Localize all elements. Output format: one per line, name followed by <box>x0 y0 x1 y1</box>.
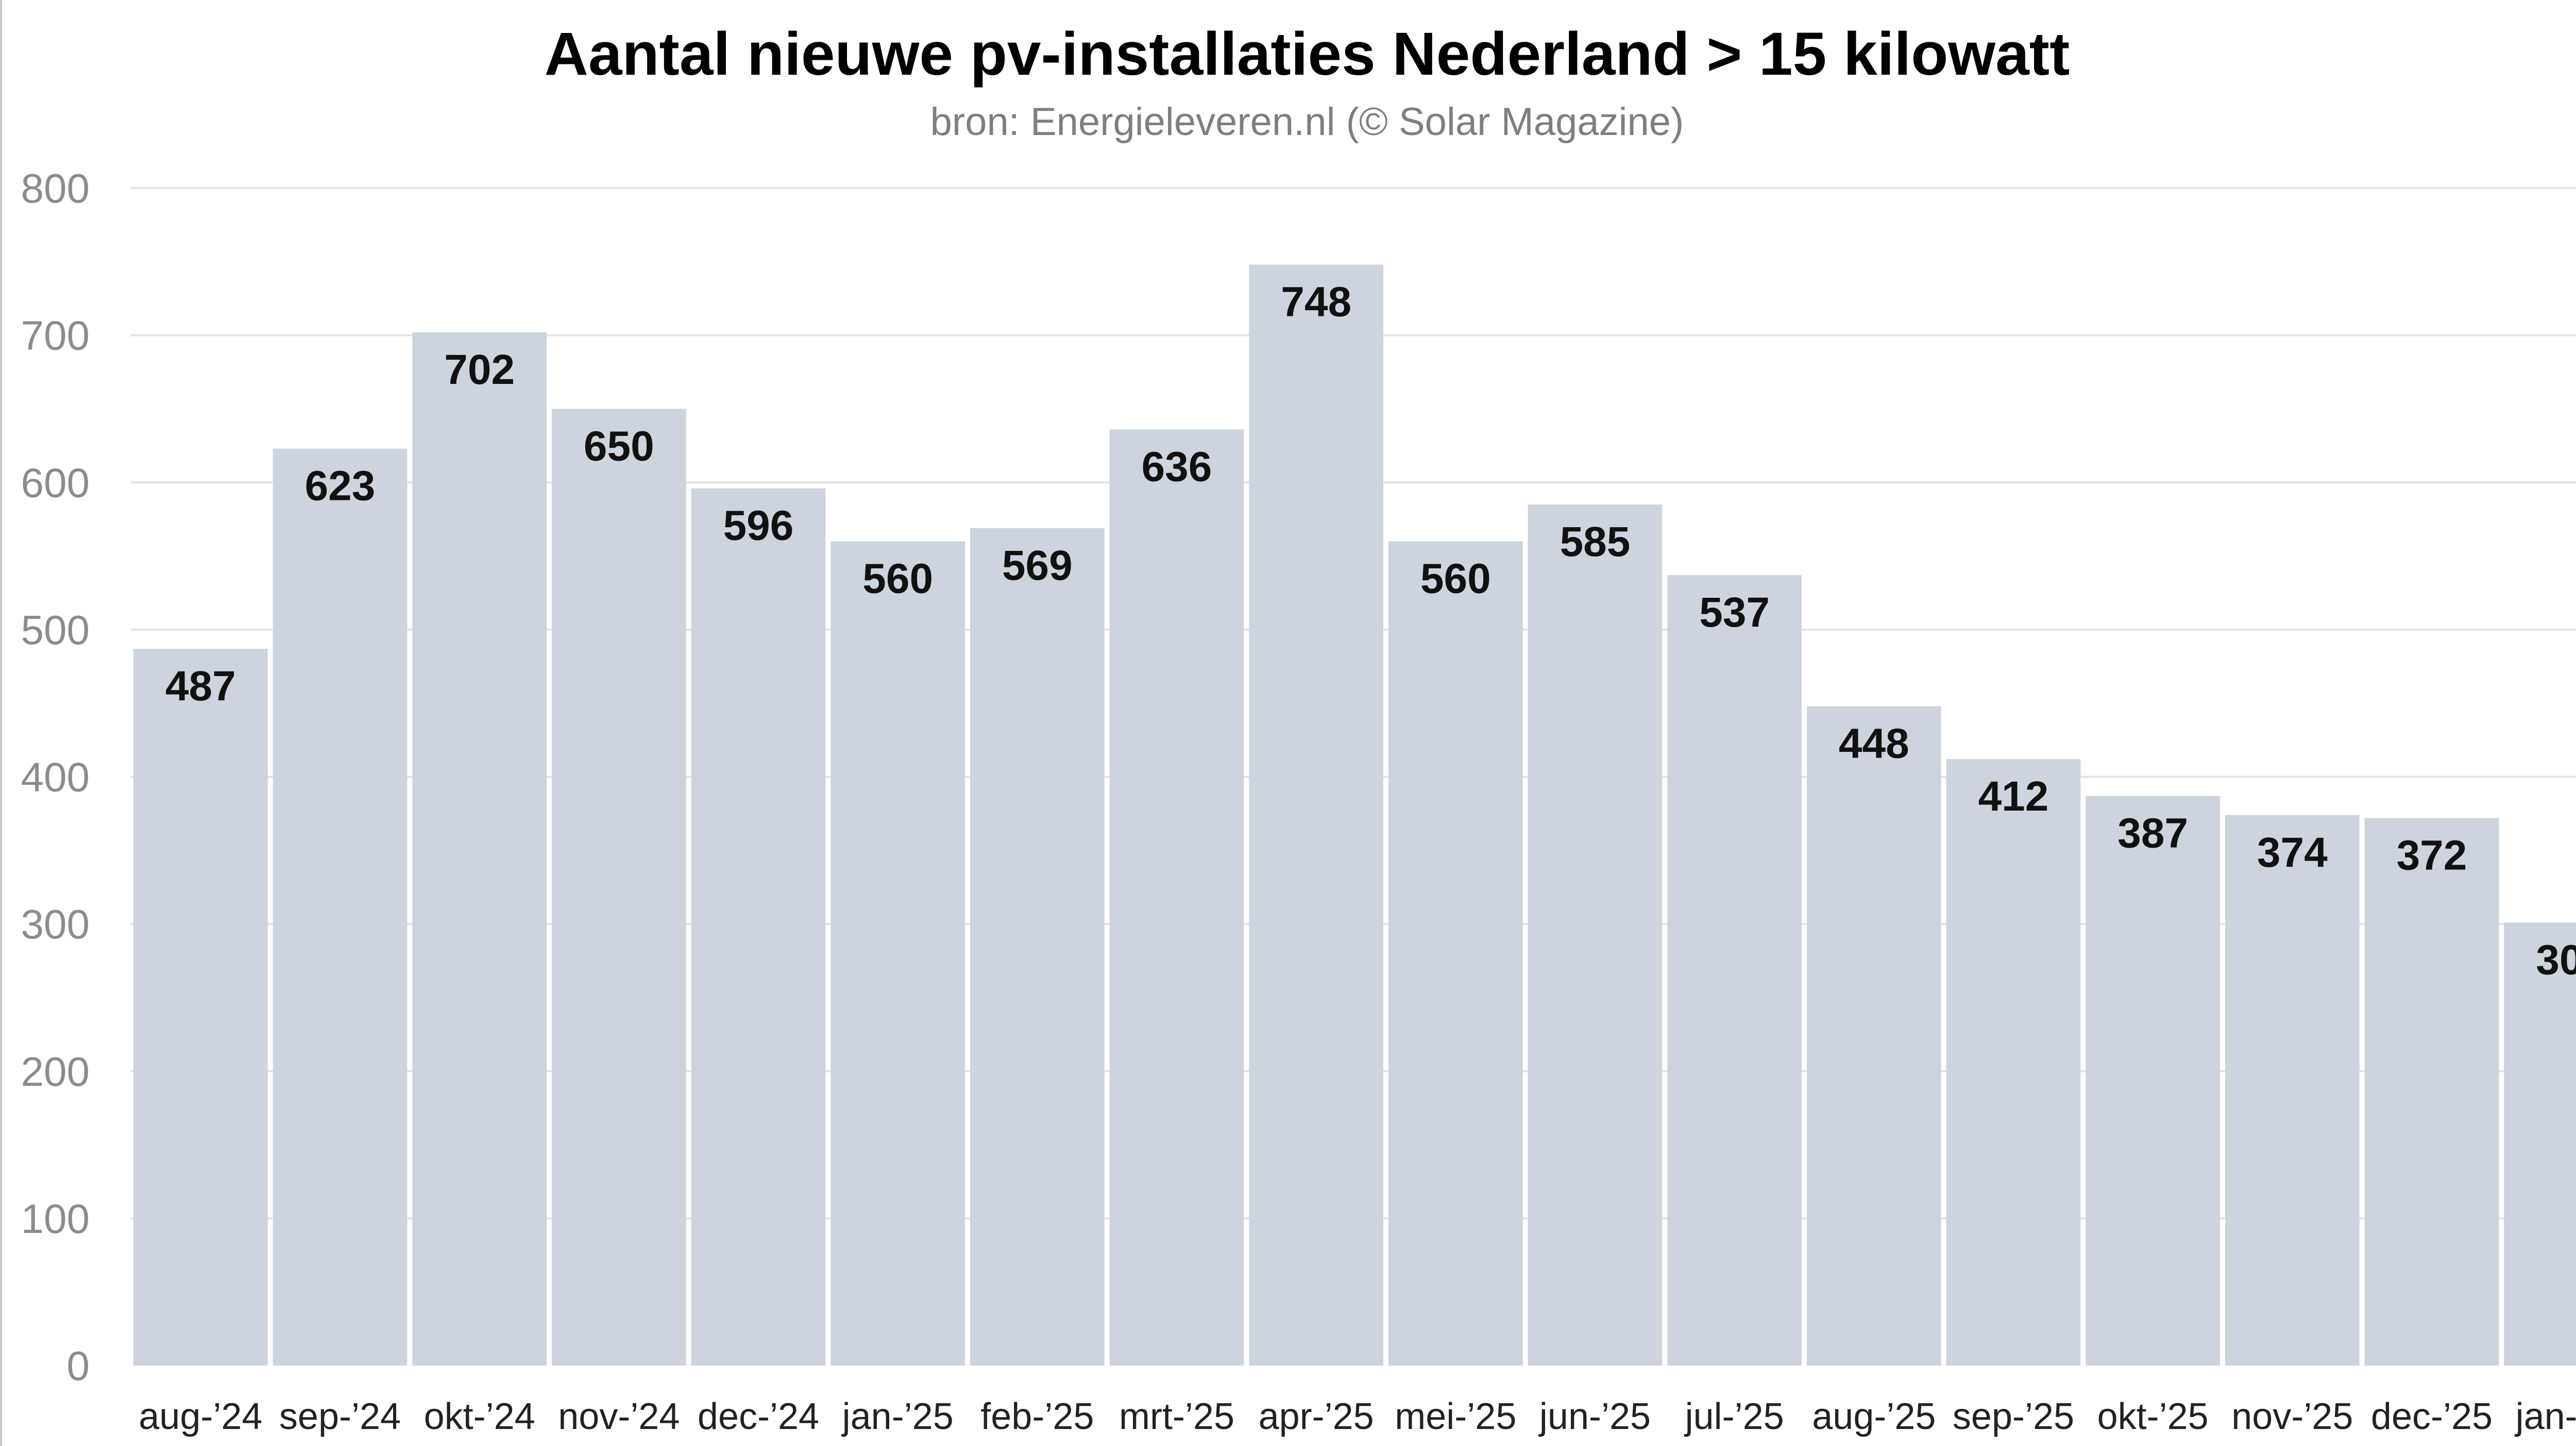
x-tick-label: jan-’26 <box>2515 1396 2576 1437</box>
y-tick-label: 800 <box>21 165 90 211</box>
bar <box>1388 541 1523 1366</box>
bar <box>412 332 547 1366</box>
bars <box>133 264 2576 1366</box>
bar-value-label: 448 <box>1839 720 1909 767</box>
x-axis-ticks: aug-’24 sep-’24 okt-’24 nov-’24 dec-’24 jan-’… <box>139 1396 2576 1437</box>
chart-title: Aantal nieuwe pv-installaties Nederland … <box>545 20 2070 88</box>
y-axis-ticks: 0 100 200 300 400 500 600 700 800 <box>21 165 90 1389</box>
x-tick-label: jun-’25 <box>1538 1396 1651 1437</box>
y-tick-label: 0 <box>67 1343 90 1389</box>
bar-value-label: 569 <box>1002 542 1073 589</box>
bar <box>1946 759 2081 1366</box>
y-tick-label: 100 <box>21 1196 90 1241</box>
bar <box>133 649 268 1366</box>
bar <box>691 488 826 1366</box>
bar <box>1528 505 1663 1366</box>
bar-value-label: 487 <box>165 663 236 710</box>
x-tick-label: mei-’25 <box>1395 1396 1516 1437</box>
x-tick-label: okt-’24 <box>424 1396 535 1437</box>
bar <box>2086 796 2220 1366</box>
y-tick-label: 700 <box>21 313 90 359</box>
bar-value-label: 636 <box>1142 443 1212 490</box>
x-tick-label: dec-’25 <box>2371 1396 2493 1437</box>
bar <box>273 448 408 1366</box>
x-tick-label: okt-’25 <box>2097 1396 2209 1437</box>
x-tick-label: aug-’25 <box>1812 1396 1936 1437</box>
chart-subtitle: bron: Energieleveren.nl (© Solar Magazin… <box>930 100 1684 144</box>
bar <box>1807 706 1941 1366</box>
y-tick-label: 200 <box>21 1049 90 1095</box>
bar-value-label: 372 <box>2397 832 2467 879</box>
x-tick-label: jan-’25 <box>841 1396 954 1437</box>
bar <box>1249 264 1383 1366</box>
bar <box>552 409 686 1366</box>
bar <box>1109 429 1244 1366</box>
bar <box>2364 818 2499 1366</box>
bar <box>2225 815 2360 1366</box>
y-tick-label: 300 <box>21 901 90 947</box>
bar-value-label: 748 <box>1281 279 1351 326</box>
x-tick-label: apr-’25 <box>1259 1396 1374 1437</box>
bar-value-label: 702 <box>444 346 515 393</box>
x-tick-label: sep-’25 <box>1953 1396 2074 1437</box>
y-tick-label: 600 <box>21 460 90 506</box>
bar-value-label: 585 <box>1560 518 1631 565</box>
bar <box>2504 922 2576 1366</box>
bar-value-label: 537 <box>1699 589 1770 636</box>
x-tick-label: feb-’25 <box>980 1396 1094 1437</box>
bar-value-label: 560 <box>1420 556 1491 602</box>
x-tick-label: jul-’25 <box>1684 1396 1784 1437</box>
bar-value-label: 650 <box>584 423 654 469</box>
bar-value-label: 596 <box>723 502 794 549</box>
x-tick-label: nov-’25 <box>2231 1396 2353 1437</box>
bar-value-label: 623 <box>305 463 376 510</box>
bar <box>1667 575 1802 1366</box>
x-tick-label: sep-’24 <box>279 1396 401 1437</box>
y-tick-label: 400 <box>21 754 90 800</box>
x-tick-label: dec-’24 <box>698 1396 819 1437</box>
bar <box>970 528 1105 1366</box>
x-tick-label: mrt-’25 <box>1119 1396 1234 1437</box>
bar-value-label: 412 <box>1978 773 2049 820</box>
bar-value-label: 560 <box>862 556 933 602</box>
y-tick-label: 500 <box>21 607 90 653</box>
data-labels: 487 623 702 650 596 560 569 636 748 560 585 537 448 4… <box>165 279 2576 984</box>
bar <box>831 541 965 1366</box>
gridlines <box>131 187 2576 1220</box>
x-tick-label: nov-’24 <box>558 1396 680 1437</box>
x-tick-label: aug-’24 <box>139 1396 262 1437</box>
bar-value-label: 301 <box>2536 936 2576 983</box>
bar-value-label: 374 <box>2257 829 2328 876</box>
bar-value-label: 387 <box>2117 810 2188 857</box>
